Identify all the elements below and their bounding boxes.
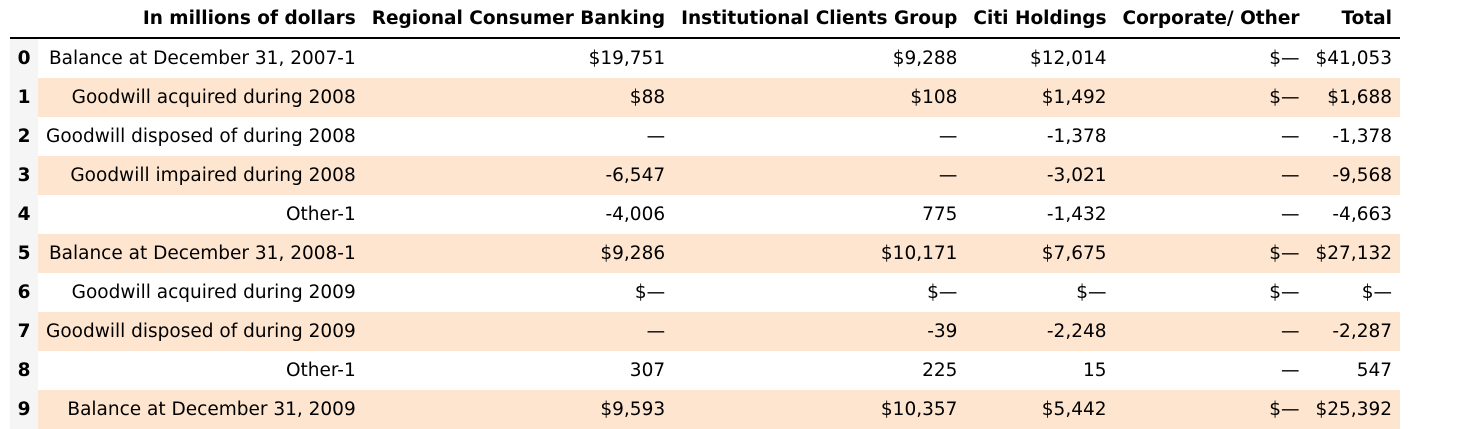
- table-row: 9 Balance at December 31, 2009 $9,593 $10,3…: [10, 390, 1401, 429]
- table-cell: $—: [1114, 234, 1308, 273]
- table-cell: 775: [673, 195, 966, 234]
- row-label: Balance at December 31, 2008-1: [38, 234, 364, 273]
- table-cell: -2,287: [1307, 312, 1401, 351]
- table-cell: $10,171: [673, 234, 966, 273]
- table-cell: $9,288: [673, 38, 966, 78]
- table-row: 8 Other-1 307 225 15—547: [10, 351, 1401, 390]
- table-cell: -1,378: [1307, 117, 1401, 156]
- table-cell: $1,492: [965, 78, 1115, 117]
- table-cell: $25,392: [1307, 390, 1401, 429]
- table-cell: -3,021: [965, 156, 1115, 195]
- row-index: 1: [10, 78, 38, 117]
- table-cell: -6,547: [363, 156, 674, 195]
- table-row: 0 Balance at December 31, 2007-1 $19,751 $9…: [10, 38, 1401, 78]
- row-label: Other-1: [38, 195, 364, 234]
- table-row: 7 Goodwill disposed of during 2009— -39 -2,…: [10, 312, 1401, 351]
- table-cell: —: [1114, 156, 1308, 195]
- table-cell: $27,132: [1307, 234, 1401, 273]
- column-header: Regional Consumer Banking: [363, 0, 674, 39]
- table-cell: —: [673, 156, 966, 195]
- table-cell: 225: [673, 351, 966, 390]
- table-cell: $88: [363, 78, 674, 117]
- table-cell: —: [1114, 351, 1308, 390]
- row-index: 2: [10, 117, 38, 156]
- table-cell: $—: [1114, 78, 1308, 117]
- table-row: 2 Goodwill disposed of during 2008— — -1,37…: [10, 117, 1401, 156]
- header-row: In millions of dollars Regional Consumer…: [10, 0, 1401, 39]
- row-index: 8: [10, 351, 38, 390]
- table-cell: -2,248: [965, 312, 1115, 351]
- table-cell: $—: [1114, 38, 1308, 78]
- table-cell: $—: [363, 273, 674, 312]
- row-label: Balance at December 31, 2007-1: [38, 38, 364, 78]
- row-label: Other-1: [38, 351, 364, 390]
- table-row: 6 Goodwill acquired during 2009 $— $— $— $— $—: [10, 273, 1401, 312]
- goodwill-table: In millions of dollars Regional Consumer…: [10, 0, 1401, 429]
- table-cell: -1,378: [965, 117, 1115, 156]
- table-cell: —: [1114, 312, 1308, 351]
- table-cell: -39: [673, 312, 966, 351]
- row-index: 7: [10, 312, 38, 351]
- table-cell: $—: [1114, 390, 1308, 429]
- table-cell: —: [363, 312, 674, 351]
- table-cell: $5,442: [965, 390, 1115, 429]
- index-header: [10, 0, 38, 39]
- row-label: Goodwill acquired during 2009: [38, 273, 364, 312]
- table-cell: $10,357: [673, 390, 966, 429]
- table-cell: -4,006: [363, 195, 674, 234]
- table-row: 3 Goodwill impaired during 2008 -6,547— -3,…: [10, 156, 1401, 195]
- table-cell: $—: [1114, 273, 1308, 312]
- table-cell: —: [363, 117, 674, 156]
- column-header: In millions of dollars: [38, 0, 364, 39]
- table-body: 0 Balance at December 31, 2007-1 $19,751 $9…: [10, 38, 1401, 429]
- table-cell: -4,663: [1307, 195, 1401, 234]
- row-index: 3: [10, 156, 38, 195]
- table-cell: $41,053: [1307, 38, 1401, 78]
- table-cell: -9,568: [1307, 156, 1401, 195]
- table-row: 4 Other-1 -4,006 775 -1,432— -4,663: [10, 195, 1401, 234]
- row-label: Goodwill disposed of during 2008: [38, 117, 364, 156]
- table-row: 1 Goodwill acquired during 2008 $88 $108 $1,…: [10, 78, 1401, 117]
- row-index: 4: [10, 195, 38, 234]
- table-cell: -1,432: [965, 195, 1115, 234]
- table-cell: $7,675: [965, 234, 1115, 273]
- table-cell: 307: [363, 351, 674, 390]
- table-cell: —: [673, 117, 966, 156]
- table-cell: $12,014: [965, 38, 1115, 78]
- table-cell: $—: [673, 273, 966, 312]
- table-cell: $—: [1307, 273, 1401, 312]
- column-header: Citi Holdings: [965, 0, 1115, 39]
- table-cell: $9,286: [363, 234, 674, 273]
- row-index: 6: [10, 273, 38, 312]
- column-header: Total: [1307, 0, 1401, 39]
- table-cell: 547: [1307, 351, 1401, 390]
- table-cell: $—: [965, 273, 1115, 312]
- table-cell: $1,688: [1307, 78, 1401, 117]
- row-label: Goodwill disposed of during 2009: [38, 312, 364, 351]
- table-cell: 15: [965, 351, 1115, 390]
- table-cell: —: [1114, 117, 1308, 156]
- row-index: 5: [10, 234, 38, 273]
- table-cell: $19,751: [363, 38, 674, 78]
- column-header: Corporate/ Other: [1114, 0, 1308, 39]
- table-row: 5 Balance at December 31, 2008-1 $9,286 $10…: [10, 234, 1401, 273]
- table-cell: $108: [673, 78, 966, 117]
- table-cell: —: [1114, 195, 1308, 234]
- table-cell: $9,593: [363, 390, 674, 429]
- column-header: Institutional Clients Group: [673, 0, 966, 39]
- row-label: Goodwill impaired during 2008: [38, 156, 364, 195]
- row-label: Goodwill acquired during 2008: [38, 78, 364, 117]
- row-label: Balance at December 31, 2009: [38, 390, 364, 429]
- row-index: 9: [10, 390, 38, 429]
- row-index: 0: [10, 38, 38, 78]
